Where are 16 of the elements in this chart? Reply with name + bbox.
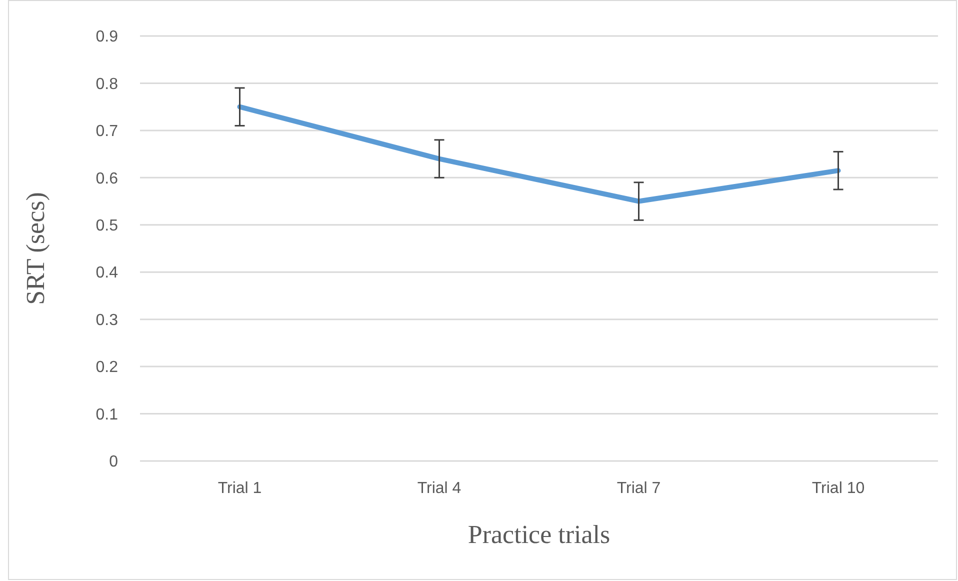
y-tick-label: 0.5 [96,217,118,234]
y-tick-label: 0.7 [96,123,118,140]
y-tick-label: 0.4 [96,264,118,282]
x-axis-title: Practice trials [468,520,610,549]
y-tick-label: 0.6 [96,170,118,188]
y-tick-label: 0.1 [96,406,118,424]
x-tick-label: Trial 4 [417,480,462,497]
x-tick-label: Trial 10 [812,480,865,497]
y-tick-label: 0.3 [96,312,118,329]
y-tick-label: 0.9 [96,28,118,46]
y-axis-title: SRT (secs) [21,192,50,305]
y-tick-label: 0.2 [96,359,118,376]
x-tick-label: Trial 1 [218,480,262,497]
y-tick-label: 0 [109,454,118,471]
y-tick-label: 0.8 [96,76,118,93]
x-tick-label: Trial 7 [616,480,661,497]
